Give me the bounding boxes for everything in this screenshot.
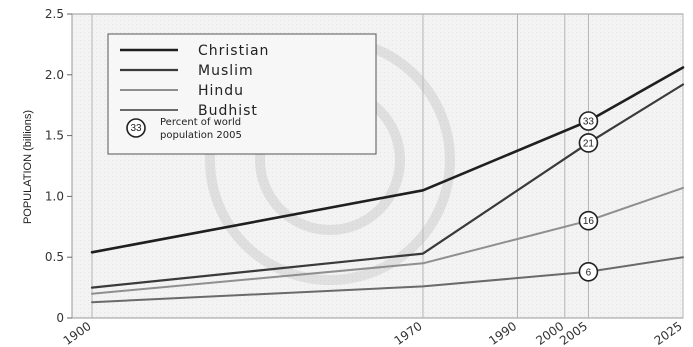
marker-circle xyxy=(578,133,599,153)
marker-muslim: 21 xyxy=(578,133,599,153)
marker-christian: 33 xyxy=(578,111,599,131)
legend-label-christian: Christian xyxy=(198,43,269,59)
marker-circle xyxy=(578,111,599,131)
legend-marker-icon xyxy=(126,118,146,138)
legend-box xyxy=(107,33,377,155)
x-tick-label: 2025 xyxy=(652,319,685,347)
legend-note-line-1: Percent of world xyxy=(160,117,241,128)
x-tick-label: 2005 xyxy=(557,319,590,347)
marker-label: 16 xyxy=(583,216,595,227)
legend: Christian Muslim Hindu Budhist 33 Percent o… xyxy=(107,33,377,155)
series-line-christian xyxy=(90,66,685,254)
legend-items: Christian Muslim Hindu Budhist xyxy=(120,43,269,119)
legend-note-line-2: population 2005 xyxy=(160,130,242,141)
x-tick-label: 1990 xyxy=(486,319,519,347)
y-axis-ticks: 0 0.5 1.0 1.5 2.0 2.5 xyxy=(45,7,72,325)
marker-hindu: 16 xyxy=(578,210,599,231)
marker-labels: 33 21 16 6 xyxy=(578,111,599,282)
marker-circle xyxy=(578,210,599,231)
marker-circle xyxy=(578,261,599,282)
marker-budhist: 6 xyxy=(578,261,599,282)
marker-label: 6 xyxy=(586,267,592,278)
legend-label-muslim: Muslim xyxy=(198,63,254,79)
legend-marker-sample-text: 33 xyxy=(130,123,142,134)
legend-label-budhist: Budhist xyxy=(198,103,258,119)
series-lines xyxy=(90,66,685,304)
y-axis-label: POPULATION (billions) xyxy=(22,110,34,224)
y-tick-label: 1.5 xyxy=(45,129,64,143)
legend-label-hindu: Hindu xyxy=(198,83,244,99)
y-tick-label: 0.5 xyxy=(45,250,64,264)
marker-label: 21 xyxy=(583,138,595,149)
y-tick-label: 2.0 xyxy=(45,68,64,82)
y-tick-label: 0 xyxy=(56,311,64,325)
x-tick-label: 1970 xyxy=(392,319,425,347)
marker-label: 33 xyxy=(583,117,595,128)
series-line-budhist xyxy=(91,256,684,304)
x-tick-label: 1900 xyxy=(61,319,94,347)
y-tick-label: 2.5 xyxy=(45,7,64,21)
series-line-muslim xyxy=(90,83,685,289)
y-tick-label: 1.0 xyxy=(45,189,64,203)
series-line-hindu xyxy=(91,186,684,295)
